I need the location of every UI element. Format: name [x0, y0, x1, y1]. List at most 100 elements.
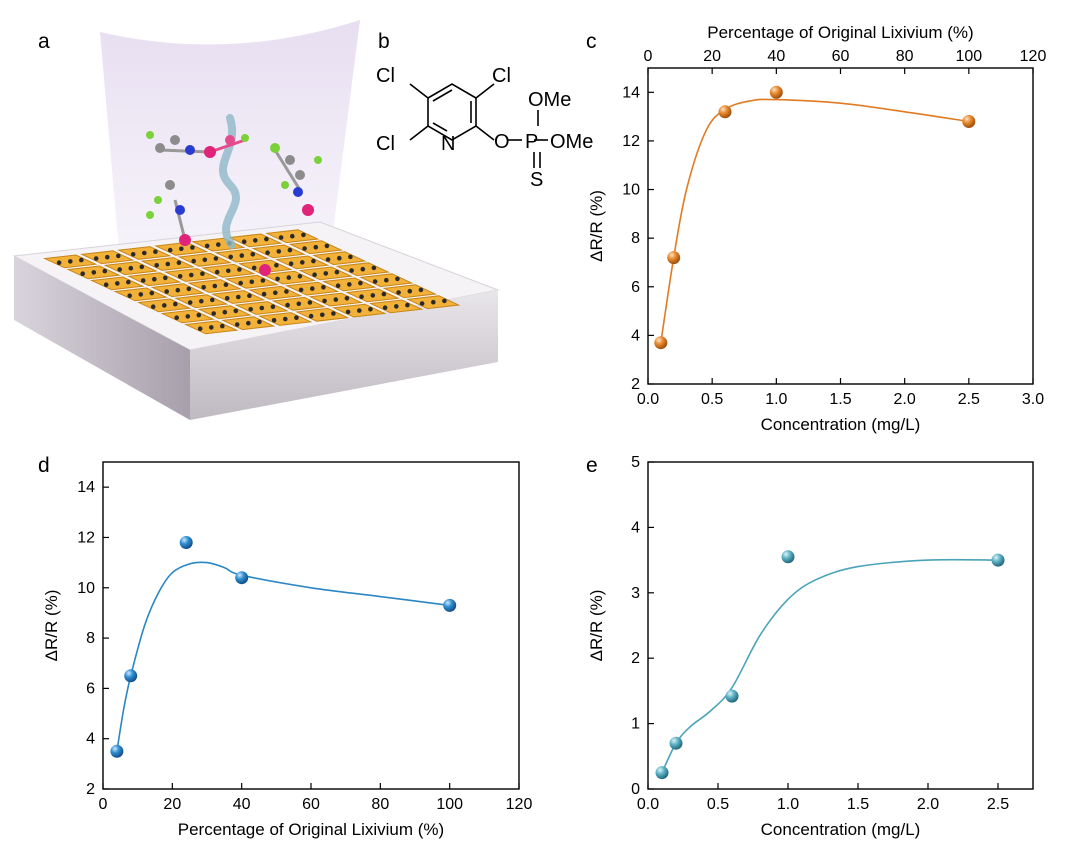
y-axis-label: ΔR/R (%) — [587, 190, 606, 262]
lattice-atom — [348, 254, 353, 260]
atom-o: O — [494, 131, 510, 153]
lattice-atom — [261, 291, 267, 297]
lattice-atom — [323, 271, 329, 276]
atom-lattice — [56, 232, 447, 332]
lattice-atom — [116, 253, 121, 259]
lattice-atom — [275, 276, 280, 282]
x2-tick-label: 120 — [1020, 48, 1047, 65]
atom-cl: Cl — [376, 65, 395, 87]
y-tick-label: 2 — [631, 650, 640, 667]
lattice-atom — [381, 291, 387, 297]
lattice-atom — [382, 305, 388, 311]
y-tick-label: 4 — [631, 519, 640, 536]
y-tick-label: 0 — [631, 781, 640, 798]
substrate-side — [14, 256, 190, 420]
lattice-atom — [216, 242, 221, 247]
data-point — [781, 550, 795, 564]
lattice-atom — [300, 260, 305, 265]
lattice-atom — [325, 257, 331, 262]
lattice-atom — [442, 298, 447, 304]
x-tick-label: 20 — [163, 796, 181, 813]
atom-cl: Cl — [376, 133, 395, 155]
data-point — [110, 744, 124, 758]
lattice-atom — [372, 279, 378, 284]
lattice-atom — [142, 250, 147, 256]
lattice-atom — [286, 275, 292, 280]
lattice-atom — [199, 298, 204, 304]
lattice-atom — [224, 296, 230, 301]
device-schematic — [12, 20, 500, 420]
lattice-atom — [127, 293, 132, 299]
x-tick-label: 1.5 — [829, 391, 851, 408]
x-tick-label: 0 — [99, 796, 108, 813]
lattice-atom — [264, 236, 269, 242]
lattice-atom — [297, 274, 303, 279]
lattice-atom — [431, 299, 436, 305]
lattice-atom — [175, 287, 181, 293]
x2-tick-label: 20 — [703, 48, 721, 65]
x-tick-label: 2.0 — [917, 796, 939, 813]
lattice-atom — [294, 315, 299, 321]
x-tick-label: 120 — [506, 796, 533, 813]
lattice-atom — [226, 268, 231, 274]
lattice-atom — [284, 289, 289, 294]
x-tick-label: 100 — [436, 796, 463, 813]
lattice-atom — [154, 263, 159, 268]
y-tick-label: 3 — [631, 585, 640, 602]
lattice-atom — [394, 304, 399, 309]
atom-cl: Cl — [492, 65, 511, 87]
lattice-atom — [333, 297, 339, 302]
lattice-atom — [130, 252, 136, 257]
lattice-atom — [287, 247, 293, 253]
lattice-atom — [126, 279, 131, 285]
lattice-atom — [298, 287, 304, 293]
pyridine-ring — [427, 83, 477, 141]
lattice-atom — [239, 253, 245, 258]
lattice-atom — [290, 233, 295, 239]
lattice-atom — [360, 266, 366, 272]
atom-p: P — [525, 131, 538, 153]
chart-e: 0.0 0.5 1.0 1.5 2.0 2.5 0 1 2 3 4 5 Concentration (m… — [587, 454, 1034, 839]
lattice-atom — [358, 280, 363, 286]
lattice-atom — [201, 285, 206, 290]
lattice-atom — [93, 256, 99, 261]
lattice-atom — [345, 309, 351, 315]
lattice-atom — [105, 254, 110, 260]
lattice-atom — [368, 307, 373, 312]
data-point — [725, 689, 739, 703]
lattice-atom — [209, 325, 214, 330]
x-tick-label: 80 — [371, 796, 389, 813]
fit-line — [661, 558, 999, 773]
lattice-atom — [56, 260, 62, 266]
x2-tick-label: 60 — [832, 48, 850, 65]
y-tick-label: 8 — [631, 230, 640, 247]
x-tick-label: 0.5 — [707, 796, 729, 813]
lattice-atom — [187, 300, 193, 305]
lattice-atom — [68, 259, 73, 264]
x-tick-label: 2.5 — [958, 391, 980, 408]
lattice-atom — [186, 286, 192, 292]
panel-label-a: a — [38, 30, 50, 53]
lattice-atom — [265, 250, 270, 255]
lattice-atom — [396, 290, 401, 295]
y-tick-label: 2 — [86, 781, 95, 798]
lattice-atom — [260, 278, 266, 283]
lattice-atom — [223, 282, 229, 288]
y-tick-label: 10 — [77, 580, 95, 597]
lattice-atom — [302, 246, 307, 251]
x-tick-label: 0.0 — [637, 796, 659, 813]
data-point — [179, 536, 193, 549]
lattice-atom — [395, 276, 400, 282]
lattice-atom — [359, 294, 364, 300]
panel-label-e: e — [586, 454, 598, 477]
panel-label-c: c — [586, 30, 597, 53]
lattice-atom — [337, 255, 342, 261]
lattice-atom — [331, 311, 336, 316]
y-tick-label: 4 — [86, 731, 95, 748]
lattice-atom — [234, 322, 240, 327]
lattice-atom — [80, 271, 85, 277]
data-point — [124, 669, 138, 683]
fit-line — [116, 561, 450, 752]
panel-label-b: b — [378, 30, 390, 53]
data-point — [769, 85, 783, 99]
